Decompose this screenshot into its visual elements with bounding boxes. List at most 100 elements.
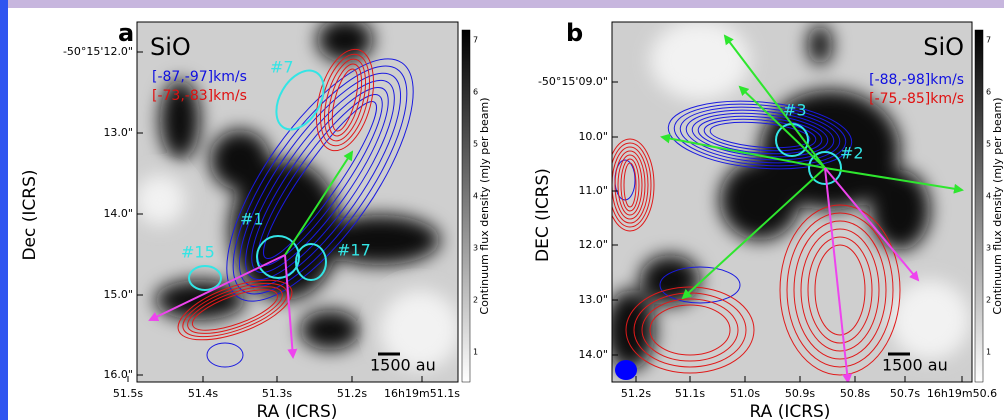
contour — [779, 204, 901, 376]
source-marker — [256, 235, 300, 279]
x-tick-label: 50.7s — [890, 387, 920, 400]
contour — [226, 58, 414, 302]
contour — [612, 142, 652, 228]
y-tick-label: 11.0" — [578, 184, 608, 197]
source-marker — [295, 243, 327, 281]
y-tick-label: 13.0" — [103, 126, 133, 139]
colorbar-tick-label: 5 — [473, 140, 478, 149]
contour — [620, 158, 640, 212]
contour — [614, 150, 646, 220]
contour — [182, 282, 288, 338]
colorbar-tick-label: 6 — [473, 88, 478, 97]
x-tick-label: 51.5s — [113, 387, 143, 400]
contour — [251, 86, 389, 274]
contour — [617, 154, 643, 216]
y-tick-label: 16.0" — [103, 368, 133, 381]
y-axis-label: Dec (ICRS) — [20, 169, 40, 260]
y-axis-label: DEC (ICRS) — [533, 168, 553, 262]
faint-region — [380, 290, 458, 370]
source-label: #17 — [337, 241, 371, 260]
image-frame — [611, 21, 973, 383]
image-structure — [137, 22, 458, 370]
source-label: #15 — [181, 243, 215, 262]
faint-region — [890, 280, 970, 360]
dust-emission — [870, 170, 930, 250]
y-tick-label: -50°15'09.0" — [538, 75, 608, 88]
colorbar-tick-label: 1 — [473, 348, 478, 357]
contour — [814, 244, 866, 336]
colorbar-tick-label: 7 — [473, 36, 478, 45]
y-tick-label: 15.0" — [103, 288, 133, 301]
contour — [697, 115, 823, 155]
dust-emission — [160, 80, 200, 160]
x-axis-label: RA (ICRS) — [750, 402, 831, 420]
colorbar-tick-label: 3 — [986, 244, 991, 253]
x-tick-label: 51.3s — [262, 387, 292, 400]
outflow-arrow — [284, 150, 354, 256]
contour — [807, 236, 873, 344]
colorbar-tick-label: 2 — [986, 296, 991, 305]
blue-range: [-88,-98]km/s — [869, 72, 964, 88]
contour — [238, 72, 402, 288]
dust-emission — [300, 310, 360, 350]
x-tick-label: 51.0s — [730, 387, 760, 400]
source-label: #3 — [783, 101, 807, 120]
colorbar — [974, 29, 984, 383]
dust-emission — [210, 130, 270, 190]
contour — [257, 94, 383, 266]
contour — [709, 121, 811, 149]
x-tick-label: 50.9s — [785, 387, 815, 400]
contour — [800, 228, 880, 352]
source-marker — [188, 265, 222, 291]
contour — [685, 109, 835, 161]
dust-emission — [808, 25, 832, 65]
x-tick-label: 51.2s — [337, 387, 367, 400]
x-axis-label: RA (ICRS) — [257, 402, 338, 420]
colorbar-label: Continuum flux density (mJy per beam) — [991, 97, 1004, 314]
colorbar — [461, 29, 471, 383]
contour — [793, 220, 887, 360]
colorbar-tick-label: 1 — [986, 348, 991, 357]
colorbar-tick-label: 2 — [473, 296, 478, 305]
dust-emission — [612, 290, 655, 370]
contour — [187, 286, 283, 334]
contour — [673, 103, 847, 167]
contour — [191, 289, 279, 331]
outflow-arrow — [681, 167, 826, 300]
contour — [625, 286, 755, 374]
outflow-arrow — [723, 34, 826, 169]
y-tick-label: 10.0" — [578, 130, 608, 143]
beam — [615, 360, 637, 380]
x-tick-label: 16h19m50.6 — [927, 387, 997, 400]
left-strip — [0, 0, 8, 420]
panel — [137, 22, 458, 382]
colorbar-tick-label: 6 — [986, 88, 991, 97]
outflow-arrow — [284, 254, 298, 359]
colorbar-tick-label: 4 — [986, 192, 991, 201]
x-tick-label: 51.4s — [188, 387, 218, 400]
contour — [323, 58, 367, 142]
y-tick-label: 12.0" — [578, 238, 608, 251]
red-range: [-73,-83]km/s — [152, 88, 247, 104]
contour — [316, 48, 374, 152]
y-tick-label: 13.0" — [578, 293, 608, 306]
y-tick-label: 14.0" — [103, 207, 133, 220]
contour — [612, 146, 649, 224]
top-band — [0, 0, 1004, 8]
faint-region — [137, 175, 185, 225]
dust-emission — [230, 160, 340, 300]
contour — [703, 118, 817, 152]
source-marker — [275, 69, 325, 131]
colorbar-tick-label: 7 — [986, 36, 991, 45]
dust-emission — [320, 215, 440, 265]
contour — [327, 63, 363, 137]
contour — [667, 100, 853, 170]
colorbar-tick-label: 5 — [986, 140, 991, 149]
scale-bar-label: 1500 au — [882, 356, 948, 375]
source-marker — [808, 151, 842, 185]
contour — [177, 279, 293, 341]
y-tick-label: -50°15'12.0" — [63, 45, 133, 58]
contour — [612, 138, 655, 232]
contour — [331, 68, 359, 132]
